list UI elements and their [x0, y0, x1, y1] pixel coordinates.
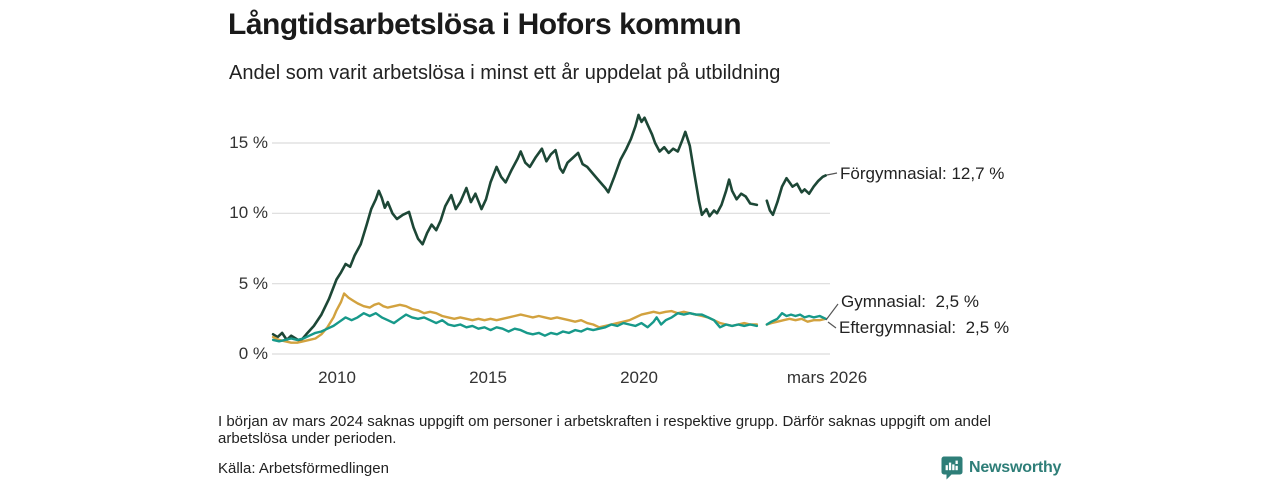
y-axis-tick-0: 0 %: [238, 344, 268, 363]
series-line-förgymnasial-1: [765, 174, 828, 217]
chart-subtitle: Andel som varit arbetslösa i minst ett å…: [229, 62, 781, 84]
series-label-eftergymnasial: Eftergymnasial: 2,5 %: [839, 318, 1010, 337]
series-line-gymnasial-1: [765, 317, 827, 326]
callout-line-forgymnasial: [826, 172, 838, 176]
series-line-eftergymnasial-1: [765, 312, 827, 326]
chart-title: Långtidsarbetslösa i Hofors kommun: [228, 8, 742, 41]
newsworthy-bar-chart-icon: [941, 456, 963, 480]
footnote-text: I början av mars 2024 saknas uppgift om …: [218, 413, 991, 447]
x-axis-tick-mars-2026: mars 2026: [786, 368, 868, 387]
y-axis-tick-5: 5 %: [238, 274, 268, 293]
series-line-förgymnasial-0: [271, 113, 759, 343]
callout-line-eftergymnasial: [827, 321, 837, 329]
series-line-eftergymnasial-0: [271, 312, 759, 343]
x-axis-tick-2015: 2015: [469, 368, 507, 387]
y-axis-tick-15: 15 %: [229, 133, 268, 152]
x-axis-tick-2020: 2020: [620, 368, 658, 387]
newsworthy-logo: Newsworthy: [941, 456, 1061, 480]
x-axis-tick-2010: 2010: [318, 368, 356, 387]
callout-line-gymnasial: [825, 303, 839, 321]
y-axis-tick-10: 10 %: [229, 203, 268, 222]
newsworthy-wordmark: Newsworthy: [969, 459, 1062, 476]
series-label-forgymnasial: Förgymnasial: 12,7 %: [840, 164, 1005, 183]
series-line-gymnasial-0: [271, 292, 759, 344]
series-label-gymnasial: Gymnasial: 2,5 %: [841, 292, 979, 311]
source-text: Källa: Arbetsförmedlingen: [218, 460, 389, 477]
